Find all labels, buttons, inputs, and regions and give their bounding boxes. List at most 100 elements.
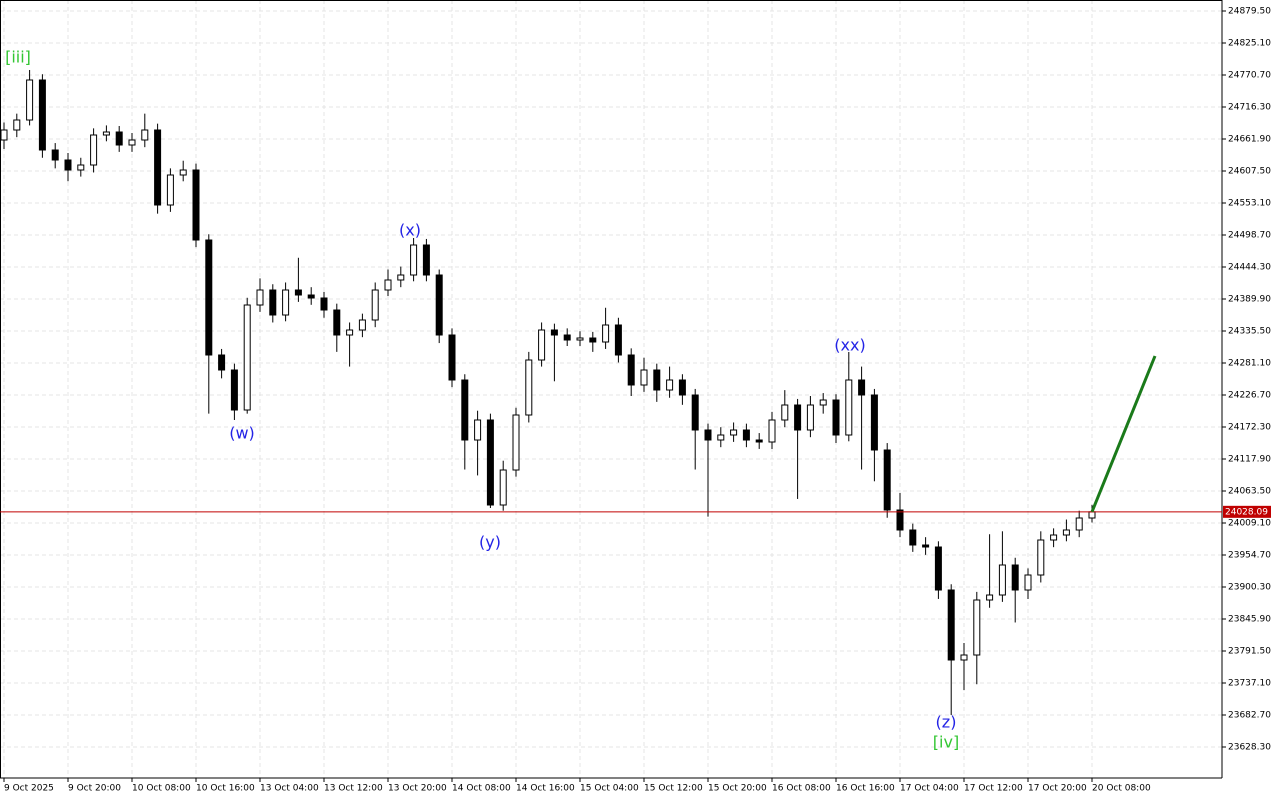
candle-body: [346, 329, 354, 336]
candle-body: [691, 394, 699, 431]
candle-body: [653, 369, 661, 391]
current-price-box: [1223, 505, 1271, 518]
candle-body: [870, 394, 878, 451]
candle-body: [102, 131, 110, 136]
candle-body: [384, 279, 392, 291]
x-tick-label: 10 Oct 16:00: [196, 784, 255, 794]
candle-body: [192, 169, 200, 241]
candle-body: [179, 169, 187, 176]
candle-body: [1024, 574, 1032, 591]
y-tick-label: 24281.10: [1228, 359, 1271, 369]
candle-body: [0, 129, 8, 141]
x-tick-label: 13 Oct 12:00: [324, 784, 383, 794]
y-tick-label: 24607.50: [1228, 167, 1271, 177]
candle-body: [397, 274, 405, 281]
candle-body: [26, 79, 34, 121]
candle-body: [141, 129, 149, 141]
candle-body: [678, 379, 686, 396]
candle-body: [422, 244, 430, 276]
candle-body: [858, 379, 866, 396]
x-tick-label: 15 Oct 20:00: [708, 784, 767, 794]
x-tick-label: 15 Oct 04:00: [580, 784, 639, 794]
candle-body: [1037, 539, 1045, 576]
candle-body: [525, 359, 533, 416]
x-tick-label: 17 Oct 04:00: [900, 784, 959, 794]
candle-body: [358, 319, 366, 331]
candle-body: [781, 404, 789, 421]
candle-body: [371, 289, 379, 321]
y-tick-label: 24444.30: [1228, 263, 1271, 273]
wave-label: (y): [479, 533, 501, 552]
candle-body: [333, 309, 341, 336]
candle-body: [256, 289, 264, 306]
candle-body: [13, 119, 21, 131]
candle-body: [64, 159, 72, 171]
y-tick-label: 24716.30: [1228, 103, 1271, 113]
candle-body: [77, 164, 85, 171]
y-tick-label: 24770.70: [1228, 71, 1271, 81]
candle-body: [512, 414, 520, 471]
candle-body: [947, 589, 955, 661]
x-tick-label: 16 Oct 08:00: [772, 784, 831, 794]
wave-label: [iv]: [933, 733, 959, 752]
y-tick-label: 23954.70: [1228, 551, 1271, 561]
candle-body: [934, 546, 942, 591]
candle-body: [166, 174, 174, 206]
candle-body: [115, 131, 123, 146]
candle-body: [832, 399, 840, 436]
candle-body: [307, 294, 315, 299]
x-tick-label: 14 Oct 08:00: [452, 784, 511, 794]
candle-body: [717, 434, 725, 441]
y-tick-label: 23628.30: [1228, 743, 1271, 753]
candle-body: [435, 274, 443, 336]
y-tick-label: 24389.90: [1228, 295, 1271, 305]
candle-body: [499, 469, 507, 506]
candle-body: [602, 324, 610, 343]
candle-body: [448, 334, 456, 381]
y-tick-label: 24879.50: [1228, 7, 1271, 17]
candle-body: [410, 244, 418, 276]
current-price-label: 24028.09: [1225, 507, 1268, 517]
x-tick-label: 14 Oct 16:00: [516, 784, 575, 794]
candle-body: [282, 289, 290, 316]
x-tick-label: 17 Oct 20:00: [1028, 784, 1087, 794]
candle-body: [294, 289, 302, 296]
candle-body: [614, 324, 622, 356]
y-tick-label: 24553.10: [1228, 199, 1271, 209]
candle-body: [461, 379, 469, 441]
x-tick-label: 15 Oct 12:00: [644, 784, 703, 794]
candle-body: [1062, 529, 1070, 536]
x-tick-label: 16 Oct 16:00: [836, 784, 895, 794]
candle-body: [806, 404, 814, 431]
candle-body: [666, 379, 674, 391]
candle-body: [973, 599, 981, 656]
y-tick-label: 24825.10: [1228, 39, 1271, 49]
y-tick-label: 24335.50: [1228, 327, 1271, 337]
candle-body: [320, 297, 328, 311]
candle-body: [576, 337, 584, 341]
candle-body: [986, 594, 994, 601]
y-tick-label: 23900.30: [1228, 583, 1271, 593]
candle-body: [538, 329, 546, 361]
candle-body: [845, 379, 853, 436]
candle-body: [627, 354, 635, 386]
candle-body: [550, 329, 558, 336]
candle-body: [243, 304, 251, 411]
candle-body: [819, 399, 827, 406]
candle-body: [128, 139, 136, 146]
y-tick-label: 23737.10: [1228, 679, 1271, 689]
candle-body: [90, 134, 98, 166]
candle-body: [1050, 534, 1058, 541]
wave-label: (xx): [834, 336, 865, 355]
x-tick-label: 17 Oct 12:00: [964, 784, 1023, 794]
candle-body: [922, 544, 930, 548]
y-tick-label: 24498.70: [1228, 231, 1271, 241]
candle-body: [205, 239, 213, 356]
wave-label: (w): [229, 424, 255, 443]
candle-body: [230, 369, 238, 411]
candle-body: [1088, 511, 1096, 519]
candle-body: [998, 564, 1006, 596]
x-tick-label: 20 Oct 08:00: [1092, 784, 1151, 794]
wave-label: (x): [399, 221, 421, 240]
